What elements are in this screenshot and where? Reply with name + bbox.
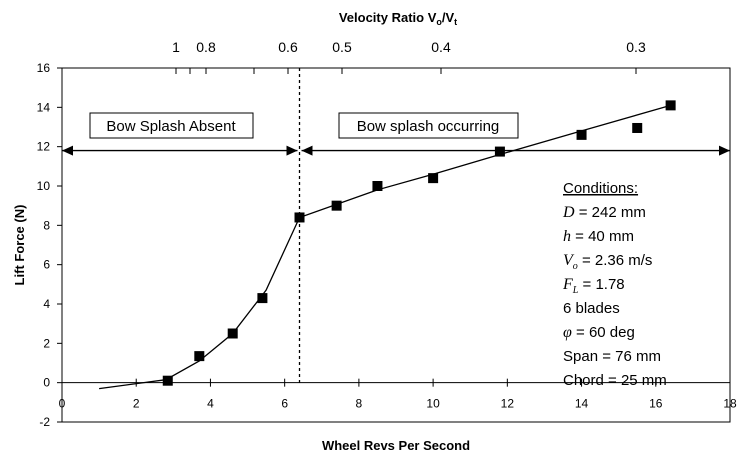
- x-tick-label: 14: [575, 397, 589, 411]
- right-region-label: Bow splash occurring: [357, 118, 500, 135]
- conditions-line: φ = 60 deg: [563, 324, 635, 341]
- y-tick-label: 4: [43, 297, 50, 311]
- top-axis-title-slash: /V: [442, 10, 455, 25]
- x-tick-label: 16: [649, 397, 663, 411]
- conditions-line: FL = 1.78: [562, 276, 625, 296]
- x-tick-label: 8: [356, 397, 363, 411]
- top-tick-label: 1: [172, 39, 180, 55]
- x-tick-label: 12: [501, 397, 515, 411]
- conditions-line: Vo = 2.36 m/s: [563, 252, 652, 272]
- x-tick-label: 4: [207, 397, 214, 411]
- data-point: [257, 293, 268, 304]
- fit-line: [99, 104, 671, 390]
- x-tick-label: 0: [59, 397, 66, 411]
- arrowhead-right-start: [301, 145, 313, 156]
- data-point: [294, 212, 305, 223]
- y-tick-label: 6: [43, 258, 50, 272]
- y-tick-label: 16: [37, 61, 51, 75]
- y-tick-label: -2: [39, 415, 50, 429]
- conditions-heading: Conditions:: [563, 180, 638, 197]
- top-tick-label: 0.6: [278, 39, 298, 55]
- conditions-line: Chord = 25 mm: [563, 372, 667, 389]
- y-tick-label: 0: [43, 376, 50, 390]
- x-tick-label: 6: [281, 397, 288, 411]
- right-region-box: [338, 112, 519, 139]
- left-region-box: [89, 112, 254, 139]
- data-point: [576, 129, 587, 140]
- data-point: [194, 351, 205, 362]
- data-point: [494, 146, 505, 157]
- top-axis-title-main: Velocity Ratio V: [339, 10, 437, 25]
- arrowhead-left-start: [62, 145, 73, 156]
- arrowhead-left-end: [286, 145, 298, 156]
- x-tick-label: 18: [723, 397, 737, 411]
- data-point: [428, 173, 439, 184]
- y-tick-label: 14: [37, 100, 51, 114]
- overlay: [62, 68, 730, 383]
- top-axis-title: Velocity Ratio Vo/Vt: [339, 10, 457, 27]
- conditions-box: Conditions: D = 242 mm h = 40 mm Vo = 2.36 …: [562, 180, 667, 389]
- y-tick-label: 12: [37, 140, 51, 154]
- y-tick-label: 2: [43, 336, 50, 350]
- data-point: [162, 375, 173, 386]
- axes: 0 2 4 6 8 10 12 14 16 18 -2 0 2 4 6 8 10 12 14 16 1 0.8 0.6 0.5…: [37, 39, 737, 429]
- data-point: [227, 328, 238, 339]
- top-axis-title-sub1: o: [436, 17, 442, 27]
- data-points: [162, 100, 676, 386]
- left-region-label: Bow Splash Absent: [106, 118, 236, 135]
- top-tick-label: 0.5: [332, 39, 352, 55]
- x-tick-label: 2: [133, 397, 140, 411]
- arrowhead-right-end: [719, 145, 730, 156]
- fit-line-path: [99, 104, 671, 390]
- data-point: [372, 181, 383, 191]
- plot-frame: [61, 67, 731, 423]
- x-tick-label: 10: [426, 397, 440, 411]
- top-tick-label: 0.8: [196, 39, 216, 55]
- conditions-line: 6 blades: [563, 300, 620, 317]
- y-tick-label: 8: [43, 218, 50, 232]
- top-tick-label: 0.4: [431, 39, 451, 55]
- top-axis-title-sub2: t: [454, 17, 457, 27]
- data-point: [331, 200, 342, 211]
- conditions-line: h = 40 mm: [563, 228, 634, 245]
- conditions-line: Span = 76 mm: [563, 348, 661, 365]
- y-axis-title: Lift Force (N): [12, 205, 27, 286]
- data-point: [632, 122, 643, 133]
- y-tick-label: 10: [37, 179, 51, 193]
- x-axis-title: Wheel Revs Per Second: [322, 438, 470, 453]
- top-tick-label: 0.3: [626, 39, 646, 55]
- data-point: [665, 100, 676, 111]
- conditions-line: D = 242 mm: [562, 204, 646, 221]
